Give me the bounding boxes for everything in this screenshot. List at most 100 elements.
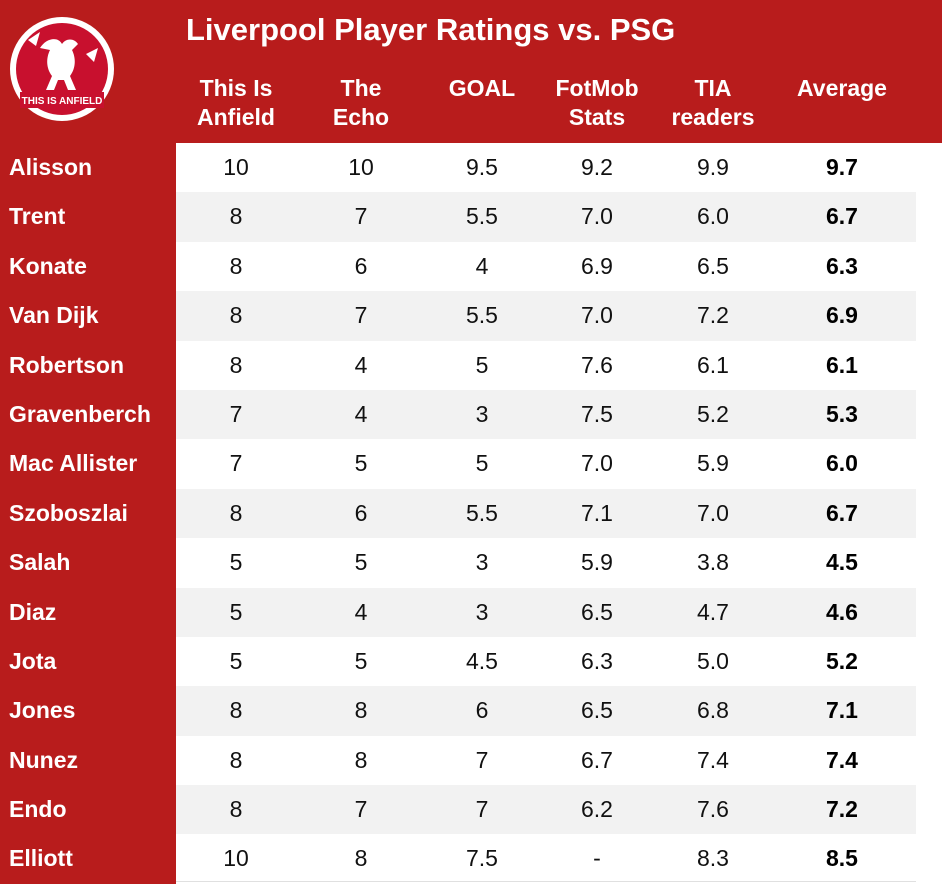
player-names: Alisson Trent Konate Van Dijk Robertson Grave… xyxy=(0,143,176,884)
table-row: 8 4 5 7.6 6.1 6.1 xyxy=(176,341,916,390)
column-header-line: This Is xyxy=(199,75,273,101)
rating-cell: 5.9 xyxy=(581,549,613,576)
rating-cell: 5.0 xyxy=(697,647,729,674)
rating-cell: 4 xyxy=(354,351,368,378)
liverbird-icon: THIS IS ANFIELD xyxy=(10,17,114,121)
table-row: 8 7 7 6.2 7.6 7.2 xyxy=(176,785,916,835)
rating-cell: 5 xyxy=(354,647,368,674)
rating-cell: 7 xyxy=(354,796,368,823)
average-cell: 9.7 xyxy=(826,154,858,180)
average-cell: 4.6 xyxy=(826,598,858,625)
rating-cell: 8 xyxy=(229,302,243,329)
table-row: 8 8 7 6.7 7.4 7.4 xyxy=(176,736,916,785)
player-name: Endo xyxy=(9,796,67,823)
rating-cell: 8.3 xyxy=(697,845,729,872)
rating-cell: 7 xyxy=(354,302,368,329)
column-header-line: The xyxy=(340,75,382,101)
average-cell: 8.5 xyxy=(826,845,858,872)
column-header-line: Average xyxy=(797,75,887,101)
table-bottom-border xyxy=(176,881,916,882)
table-row: 8 7 5.5 7.0 7.2 6.9 xyxy=(176,291,916,341)
rating-cell: 8 xyxy=(229,697,243,724)
table-row: 10 10 9.5 9.2 9.9 9.7 xyxy=(176,143,916,192)
player-name: Konate xyxy=(9,252,87,279)
table-row: 8 6 4 6.9 6.5 6.3 xyxy=(176,242,916,291)
average-cell: 6.1 xyxy=(826,351,858,378)
rating-cell: 8 xyxy=(354,845,368,872)
average-cell: 5.2 xyxy=(826,647,858,674)
rating-cell: 7 xyxy=(229,450,243,477)
rating-cell: 3 xyxy=(475,400,489,427)
rating-cell: 10 xyxy=(223,154,249,180)
rating-cell: 4 xyxy=(354,400,368,427)
rating-cell: 6 xyxy=(354,499,368,526)
player-name: Diaz xyxy=(9,598,57,625)
rating-cell: 6.1 xyxy=(697,351,729,378)
rating-cell: 5 xyxy=(475,450,489,477)
player-name: Salah xyxy=(9,549,71,576)
player-name: Gravenberch xyxy=(9,400,151,427)
player-name: Mac Allister xyxy=(9,450,138,477)
average-cell: 7.2 xyxy=(826,796,858,823)
rating-cell: 8 xyxy=(229,203,243,230)
header-band xyxy=(0,0,942,143)
rating-cell: 10 xyxy=(223,845,249,872)
rating-cell: 7.0 xyxy=(581,450,613,477)
column-header-line: Anfield xyxy=(197,104,275,130)
rating-cell: 5.9 xyxy=(697,450,729,477)
rating-cell: 5.5 xyxy=(466,203,498,230)
table-row: 10 8 7.5 - 8.3 8.5 xyxy=(176,834,916,883)
rating-cell: 5 xyxy=(229,598,243,625)
column-header-line: TIA xyxy=(694,75,732,101)
rating-cell: 6.2 xyxy=(581,796,613,823)
rating-cell: 7.0 xyxy=(581,203,613,230)
column-header-line: FotMob xyxy=(555,75,639,101)
average-cell: 6.7 xyxy=(826,203,858,230)
rating-cell: 6.5 xyxy=(697,252,729,279)
rating-cell: 5 xyxy=(229,549,243,576)
rating-cell: 8 xyxy=(229,796,243,823)
rating-cell: 7.2 xyxy=(697,302,729,329)
player-name: Jones xyxy=(9,697,76,724)
column-header: TIA readers xyxy=(653,74,773,132)
average-cell: 6.3 xyxy=(826,252,858,279)
rating-cell: 5.5 xyxy=(466,302,498,329)
rating-cell: 7.6 xyxy=(581,351,613,378)
rating-cell: 6.5 xyxy=(581,598,613,625)
average-cell: 4.5 xyxy=(826,549,858,576)
rating-cell: 3.8 xyxy=(697,549,729,576)
player-name: Nunez xyxy=(9,746,78,773)
rating-cell: 5.5 xyxy=(466,499,498,526)
rating-cell: 7.5 xyxy=(466,845,498,872)
player-name: Alisson xyxy=(9,154,93,180)
table-row: 5 5 3 5.9 3.8 4.5 xyxy=(176,538,916,587)
rating-cell: 3 xyxy=(475,598,489,625)
rating-cell: 9.5 xyxy=(466,154,498,180)
column-header-line: GOAL xyxy=(448,75,516,101)
column-header: Average xyxy=(782,74,902,103)
rating-cell: 7.6 xyxy=(697,796,729,823)
rating-cell: 6.9 xyxy=(581,252,613,279)
rating-cell: 6 xyxy=(354,252,368,279)
logo-text: THIS IS ANFIELD xyxy=(22,96,103,107)
rating-cell: 5 xyxy=(229,647,243,674)
rating-cell: 7.5 xyxy=(581,400,613,427)
ratings-table: 10 10 9.5 9.2 9.9 9.7 8 7 5.5 7.0 6.0 6.7 8 6 4 6.9 6.5 6… xyxy=(176,143,916,884)
column-header-line: Stats xyxy=(568,104,626,130)
rating-cell: 7.4 xyxy=(697,746,729,773)
rating-cell: 7 xyxy=(354,203,368,230)
table-row: 5 5 4.5 6.3 5.0 5.2 xyxy=(176,637,916,686)
player-name: Elliott xyxy=(9,845,73,872)
column-header-line: Echo xyxy=(332,104,390,130)
rating-cell: 5 xyxy=(354,549,368,576)
column-header-line: readers xyxy=(671,104,755,130)
player-name: Robertson xyxy=(9,351,124,378)
rating-cell: 8 xyxy=(229,746,243,773)
rating-cell: 4 xyxy=(354,598,368,625)
chart-title: Liverpool Player Ratings vs. PSG xyxy=(186,12,676,47)
rating-cell: 4.5 xyxy=(466,647,498,674)
rating-cell: 6.0 xyxy=(697,203,729,230)
average-cell: 7.1 xyxy=(826,697,858,724)
rating-cell: 5 xyxy=(475,351,489,378)
rating-cell: 6.5 xyxy=(581,697,613,724)
